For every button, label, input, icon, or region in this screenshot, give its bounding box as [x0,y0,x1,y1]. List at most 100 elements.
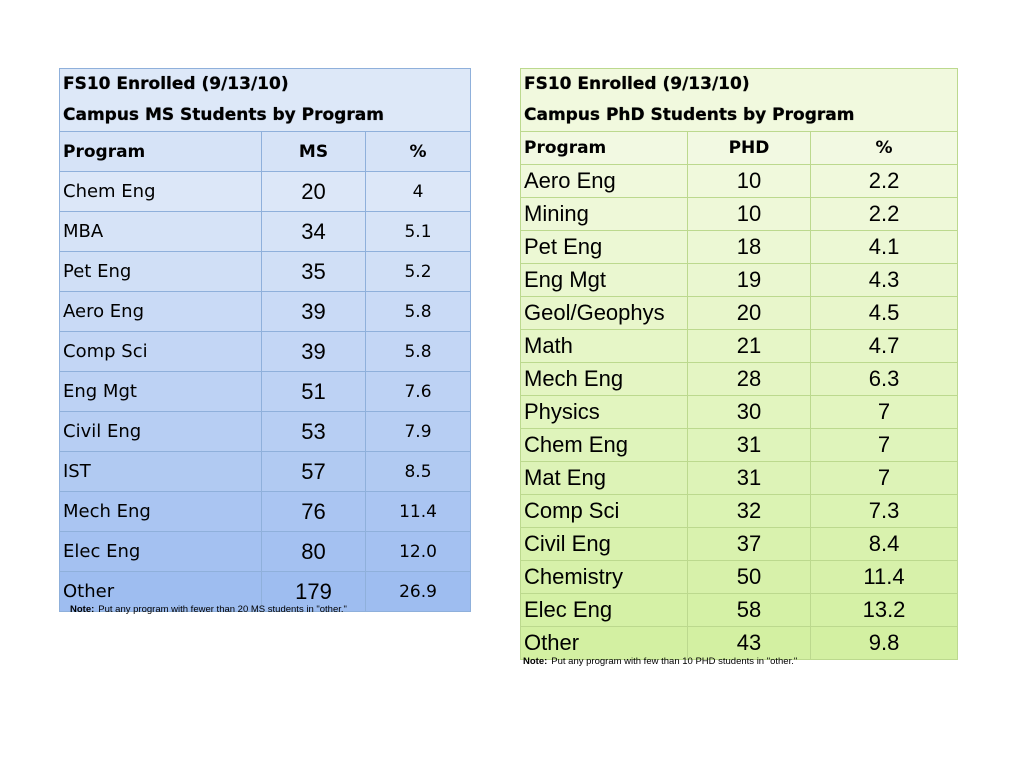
ms-count-cell: 39 [261,291,366,332]
phd-header-row: Program PHD % [520,131,959,165]
phd-program-cell: Chem Eng [520,428,688,462]
phd-count-cell: 19 [687,263,811,297]
phd-table-row: Other 43 9.8 [520,626,959,660]
phd-pct-cell: 4.7 [809,329,959,363]
ms-pct-cell: 4 [364,171,472,212]
phd-header-count: PHD [687,131,811,165]
phd-count-cell: 21 [687,329,811,363]
ms-enrollment-table: FS10 Enrolled (9/13/10) Campus MS Studen… [58,68,472,612]
phd-enrollment-table-container: FS10 Enrolled (9/13/10) Campus PhD Stude… [519,68,959,660]
ms-count-cell: 39 [261,331,366,372]
phd-header-pct: % [809,131,959,165]
phd-count-cell: 50 [687,560,811,594]
ms-count-cell: 76 [261,491,366,532]
ms-note-label: Note: [70,604,95,615]
phd-pct-cell: 7.3 [809,494,959,528]
phd-count-cell: 58 [687,593,811,627]
phd-program-cell: Chemistry [520,560,688,594]
ms-header-row: Program MS % [59,131,472,172]
phd-program-cell: Mining [520,197,688,231]
phd-count-cell: 31 [687,428,811,462]
phd-program-cell: Physics [520,395,688,429]
ms-header-count: MS [261,131,366,172]
ms-program-cell: Aero Eng [59,291,262,332]
phd-count-cell: 20 [687,296,811,330]
phd-program-cell: Comp Sci [520,494,688,528]
phd-program-cell: Pet Eng [520,230,688,264]
ms-pct-cell: 11.4 [364,491,472,532]
phd-note: Note: Put any program with few than 10 PH… [523,656,797,667]
phd-program-cell: Elec Eng [520,593,688,627]
ms-pct-cell: 7.6 [364,371,472,412]
ms-program-cell: Civil Eng [59,411,262,452]
ms-program-cell: IST [59,451,262,492]
ms-count-cell: 80 [261,531,366,572]
ms-table-row: MBA 34 5.1 [59,211,472,252]
phd-pct-cell: 6.3 [809,362,959,396]
phd-table-title: FS10 Enrolled (9/13/10) Campus PhD Stude… [519,68,959,132]
phd-count-cell: 32 [687,494,811,528]
phd-table-body: Aero Eng 10 2.2 Mining 10 2.2 Pet Eng 18 4.1 Eng … [520,164,959,660]
phd-table-row: Aero Eng 10 2.2 [520,164,959,198]
ms-title-line-2: Campus MS Students by Program [63,105,384,125]
ms-pct-cell: 5.2 [364,251,472,292]
phd-title-line-1: FS10 Enrolled (9/13/10) [524,74,750,94]
phd-table-row: Physics 30 7 [520,395,959,429]
ms-pct-cell: 5.1 [364,211,472,252]
phd-table-row: Civil Eng 37 8.4 [520,527,959,561]
phd-count-cell: 18 [687,230,811,264]
phd-enrollment-table: FS10 Enrolled (9/13/10) Campus PhD Stude… [519,68,959,660]
ms-count-cell: 20 [261,171,366,212]
ms-table-body: Chem Eng 20 4 MBA 34 5.1 Pet Eng 35 5.2 Aero Eng 3… [59,171,472,612]
ms-table-title: FS10 Enrolled (9/13/10) Campus MS Studen… [58,68,472,132]
ms-count-cell: 51 [261,371,366,412]
phd-program-cell: Mech Eng [520,362,688,396]
phd-count-cell: 30 [687,395,811,429]
ms-count-cell: 179 [261,571,366,612]
phd-program-cell: Aero Eng [520,164,688,198]
phd-table-row: Mat Eng 31 7 [520,461,959,495]
ms-table-row: Civil Eng 53 7.9 [59,411,472,452]
ms-count-cell: 57 [261,451,366,492]
ms-program-cell: Elec Eng [59,531,262,572]
phd-count-cell: 10 [687,164,811,198]
phd-count-cell: 28 [687,362,811,396]
phd-pct-cell: 2.2 [809,164,959,198]
phd-table-row: Elec Eng 58 13.2 [520,593,959,627]
ms-pct-cell: 12.0 [364,531,472,572]
phd-program-cell: Civil Eng [520,527,688,561]
phd-table-row: Mech Eng 28 6.3 [520,362,959,396]
phd-table-row: Eng Mgt 19 4.3 [520,263,959,297]
phd-table-row: Chemistry 50 11.4 [520,560,959,594]
phd-pct-cell: 2.2 [809,197,959,231]
phd-table-row: Mining 10 2.2 [520,197,959,231]
phd-pct-cell: 7 [809,395,959,429]
phd-program-cell: Other [520,626,688,660]
ms-note-text: Put any program with fewer than 20 MS st… [98,604,347,615]
ms-program-cell: MBA [59,211,262,252]
ms-table-row: Mech Eng 76 11.4 [59,491,472,532]
ms-table-row: Eng Mgt 51 7.6 [59,371,472,412]
phd-table-row: Math 21 4.7 [520,329,959,363]
ms-pct-cell: 5.8 [364,291,472,332]
ms-program-cell: Chem Eng [59,171,262,212]
phd-pct-cell: 4.3 [809,263,959,297]
ms-header-pct: % [364,131,472,172]
ms-count-cell: 34 [261,211,366,252]
ms-pct-cell: 8.5 [364,451,472,492]
phd-note-text: Put any program with few than 10 PHD stu… [551,656,798,667]
phd-header-program: Program [520,131,688,165]
ms-enrollment-table-container: FS10 Enrolled (9/13/10) Campus MS Studen… [58,68,472,612]
ms-program-cell: Comp Sci [59,331,262,372]
phd-pct-cell: 7 [809,428,959,462]
phd-program-cell: Math [520,329,688,363]
phd-pct-cell: 8.4 [809,527,959,561]
ms-pct-cell: 26.9 [364,571,472,612]
ms-program-cell: Pet Eng [59,251,262,292]
ms-table-row: Other 179 26.9 [59,571,472,612]
ms-note: Note: Put any program with fewer than 20 … [70,604,347,615]
ms-table-row: Pet Eng 35 5.2 [59,251,472,292]
phd-pct-cell: 4.5 [809,296,959,330]
phd-title-line-2: Campus PhD Students by Program [524,105,855,125]
phd-pct-cell: 13.2 [809,593,959,627]
